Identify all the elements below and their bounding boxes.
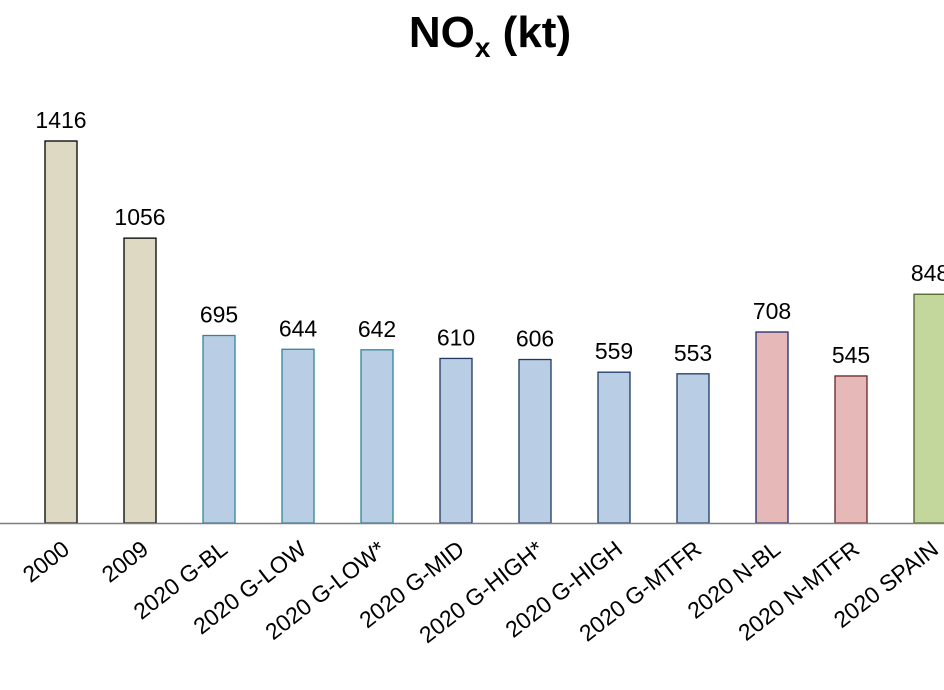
value-labels-group: 1416 1056 695 644 642 610 606 559 553 708 545 848 xyxy=(35,107,944,368)
value-label: 559 xyxy=(595,338,633,364)
bar-2020-spain xyxy=(913,293,944,524)
bar-2020-g-low xyxy=(281,348,315,524)
bars-group xyxy=(44,140,944,524)
bar-2020-g-high xyxy=(597,371,631,524)
chart-title: NOx (kt) xyxy=(408,8,572,63)
bar-2020-n-mtfr xyxy=(834,375,868,524)
value-label: 1416 xyxy=(35,107,86,133)
bar-2020-g-high- xyxy=(518,358,552,524)
bar-2020-n-bl xyxy=(755,331,789,524)
bar-2020-g-bl xyxy=(202,334,236,524)
bar-2009 xyxy=(123,237,157,524)
value-label: 610 xyxy=(437,324,475,350)
bar-2020-g-low- xyxy=(360,349,394,524)
value-label: 606 xyxy=(516,326,554,352)
category-label: 2000 xyxy=(18,535,74,587)
value-label: 545 xyxy=(832,342,870,368)
bar-2000 xyxy=(44,140,78,524)
value-label: 642 xyxy=(358,316,396,342)
category-label: 2009 xyxy=(97,535,153,587)
bar-2020-g-mid xyxy=(439,357,473,524)
value-label: 644 xyxy=(279,315,318,341)
value-label: 708 xyxy=(753,298,791,324)
bar-2020-g-mtfr xyxy=(676,373,710,524)
value-label: 695 xyxy=(200,302,238,328)
value-label: 553 xyxy=(674,340,712,366)
value-label: 1056 xyxy=(114,204,165,230)
value-label: 848 xyxy=(911,260,944,286)
